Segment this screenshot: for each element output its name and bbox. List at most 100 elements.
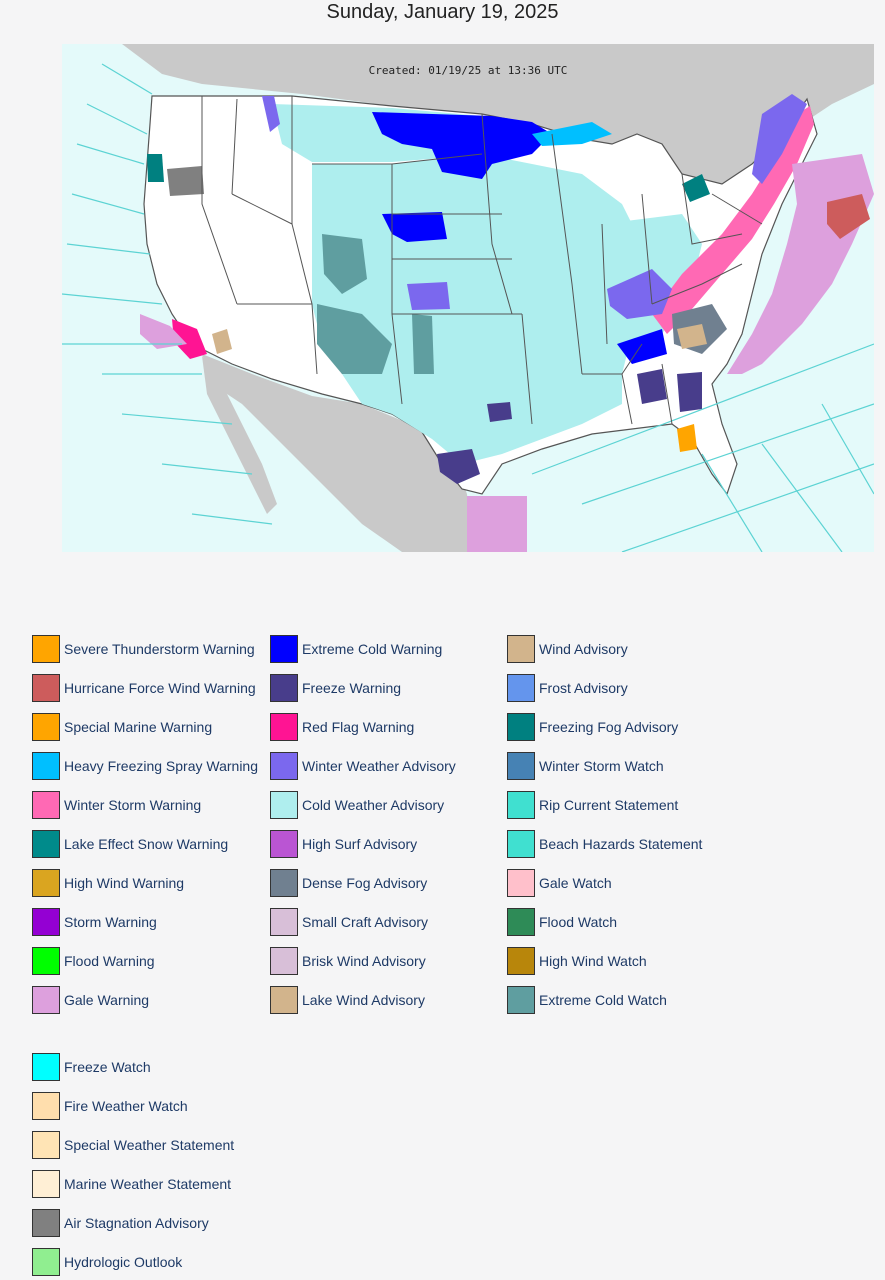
legend-item-red-flag-warning: Red Flag Warning — [270, 712, 414, 742]
legend-swatch — [507, 830, 535, 858]
freeze-warning-tx-border — [437, 449, 480, 484]
legend-swatch — [270, 674, 298, 702]
legend-label: Freeze Watch — [64, 1059, 151, 1075]
legend-label: Marine Weather Statement — [64, 1176, 232, 1192]
legend-label: Severe Thunderstorm Warning — [64, 641, 255, 657]
legend-item-frost-advisory: Frost Advisory — [507, 673, 628, 703]
legend-swatch — [270, 635, 298, 663]
legend-label: Lake Wind Advisory — [302, 992, 425, 1008]
legend-label: Cold Weather Advisory — [302, 797, 445, 813]
legend-swatch — [32, 947, 60, 975]
legend-swatch — [507, 674, 535, 702]
special-marine-warning-fl — [677, 424, 697, 452]
legend-item-freezing-fog-advisory: Freezing Fog Advisory — [507, 712, 678, 742]
legend-label: Winter Weather Advisory — [302, 758, 456, 774]
legend-item-small-craft-advisory: Small Craft Advisory — [270, 907, 428, 937]
us-hazards-map-svg — [62, 44, 874, 552]
legend-item-wind-advisory: Wind Advisory — [507, 634, 628, 664]
freeze-warning-ga — [637, 369, 667, 404]
legend-label: Flood Warning — [64, 953, 155, 969]
map-created-timestamp: Created: 01/19/25 at 13:36 UTC — [368, 64, 568, 77]
legend-label: Dense Fog Advisory — [302, 875, 428, 891]
baja-peninsula — [202, 356, 277, 514]
legend-item-high-wind-warning: High Wind Warning — [32, 868, 184, 898]
legend-item-extreme-cold-warning: Extreme Cold Warning — [270, 634, 442, 664]
legend-swatch — [270, 713, 298, 741]
extreme-cold-warning-tn — [617, 329, 667, 364]
legend-label: Winter Storm Watch — [539, 758, 664, 774]
legend-label: Gale Watch — [539, 875, 612, 891]
legend-item-lake-wind-advisory: Lake Wind Advisory — [270, 985, 425, 1015]
legend-label: Hurricane Force Wind Warning — [64, 680, 256, 696]
legend-swatch — [32, 1209, 60, 1237]
wind-advisory-ga — [677, 324, 707, 349]
legend-label: High Surf Advisory — [302, 836, 418, 852]
gale-warning-gulf — [467, 496, 527, 552]
legend-item-lake-effect-snow-warning: Lake Effect Snow Warning — [32, 829, 228, 859]
freeze-warning-al — [677, 372, 702, 412]
legend-item-extreme-cold-watch: Extreme Cold Watch — [507, 985, 667, 1015]
state-borders — [201, 96, 763, 425]
legend-item-marine-weather-statement: Marine Weather Statement — [32, 1169, 231, 1199]
legend-item-flood-watch: Flood Watch — [507, 907, 617, 937]
legend-label: Air Stagnation Advisory — [64, 1215, 209, 1231]
legend-swatch — [507, 752, 535, 780]
lake-superior-heavy-freezing-spray — [532, 122, 612, 146]
legend-label: Hydrologic Outlook — [64, 1254, 183, 1270]
legend-label: Heavy Freezing Spray Warning — [64, 758, 259, 774]
freezing-fog-advisory-wa — [147, 154, 164, 182]
gale-warning-pacific-south — [140, 314, 187, 349]
legend-label: Red Flag Warning — [302, 719, 415, 735]
mexico-land — [202, 354, 472, 552]
legend-swatch — [507, 713, 535, 741]
legend-label: Freeze Warning — [302, 680, 402, 696]
legend-swatch — [507, 986, 535, 1014]
legend-swatch — [507, 791, 535, 819]
legend-label: Rip Current Statement — [539, 797, 679, 813]
legend-item-dense-fog-advisory: Dense Fog Advisory — [270, 868, 427, 898]
legend-label: High Wind Warning — [64, 875, 185, 891]
legend-swatch — [270, 752, 298, 780]
legend-item-brisk-wind-advisory: Brisk Wind Advisory — [270, 946, 426, 976]
legend-label: Lake Effect Snow Warning — [64, 836, 229, 852]
legend-item-severe-thunderstorm-warning: Severe Thunderstorm Warning — [32, 634, 255, 664]
legend-swatch — [270, 869, 298, 897]
legend-label: Small Craft Advisory — [302, 914, 429, 930]
legend-label: Special Weather Statement — [64, 1137, 235, 1153]
legend-label: Frost Advisory — [539, 680, 628, 696]
winter-weather-advisory-ne — [752, 94, 807, 184]
legend-label: Extreme Cold Warning — [302, 641, 443, 657]
legend-swatch — [32, 1131, 60, 1159]
legend-label: High Wind Watch — [539, 953, 647, 969]
legend-swatch — [32, 713, 60, 741]
legend-swatch — [270, 986, 298, 1014]
legend-swatch — [32, 1053, 60, 1081]
extreme-cold-warning-nd-mn — [372, 112, 552, 179]
freezing-fog-advisory-ny — [682, 174, 710, 202]
air-stagnation-advisory-or — [167, 166, 204, 196]
marine-zone-lines — [62, 63, 874, 552]
legend-item-high-surf-advisory: High Surf Advisory — [270, 829, 417, 859]
legend-swatch — [32, 1170, 60, 1198]
legend-swatch — [32, 908, 60, 936]
extreme-cold-watch-tx — [412, 314, 434, 374]
legend-item-rip-current-statement: Rip Current Statement — [507, 790, 678, 820]
legend-item-cold-weather-advisory: Cold Weather Advisory — [270, 790, 444, 820]
legend-swatch — [32, 1092, 60, 1120]
legend-swatch — [32, 986, 60, 1014]
legend-item-hydrologic-outlook: Hydrologic Outlook — [32, 1247, 182, 1277]
legend-item-freeze-watch: Freeze Watch — [32, 1052, 151, 1082]
legend-label: Storm Warning — [64, 914, 157, 930]
weather-hazards-map[interactable]: Created: 01/19/25 at 13:36 UTC — [62, 44, 874, 552]
freeze-warning-la — [487, 402, 512, 422]
legend-item-freeze-warning: Freeze Warning — [270, 673, 401, 703]
legend-label: Beach Hazards Statement — [539, 836, 703, 852]
winter-weather-advisory-wa — [262, 96, 280, 132]
legend-item-gale-warning: Gale Warning — [32, 985, 149, 1015]
legend-swatch — [32, 752, 60, 780]
legend-item-gale-watch: Gale Watch — [507, 868, 612, 898]
legend-label: Extreme Cold Watch — [539, 992, 667, 1008]
legend-item-storm-warning: Storm Warning — [32, 907, 157, 937]
page-date-title: Sunday, January 19, 2025 — [326, 1, 559, 23]
legend-label: Gale Warning — [64, 992, 150, 1008]
